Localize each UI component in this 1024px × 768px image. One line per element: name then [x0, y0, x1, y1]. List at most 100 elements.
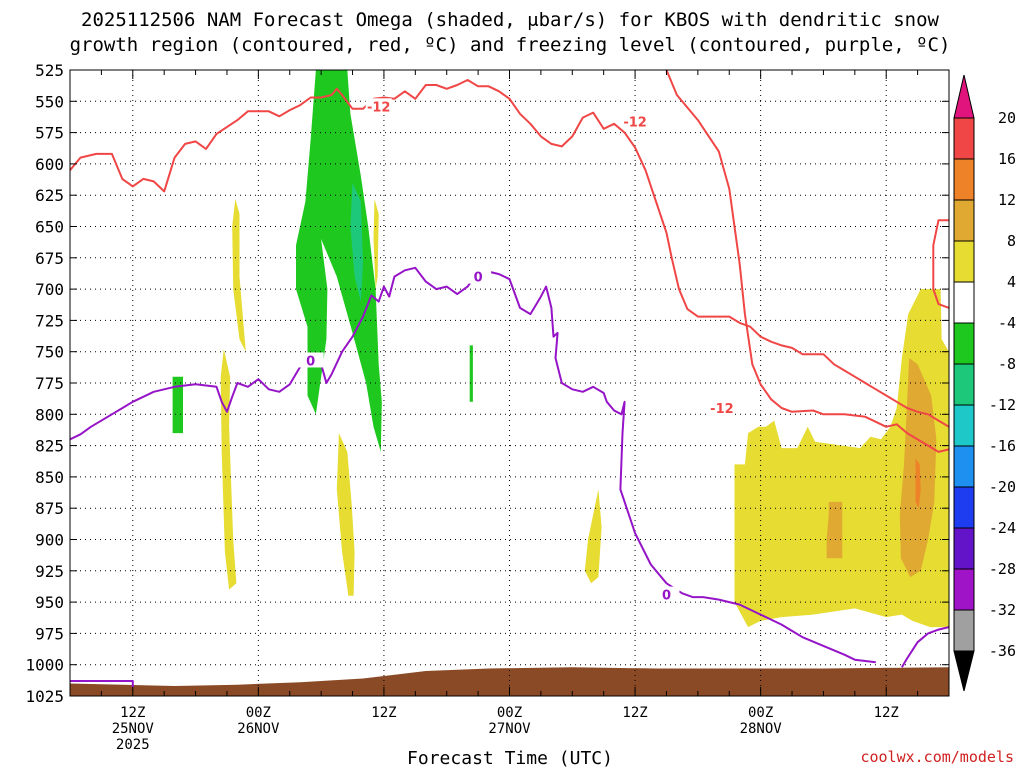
y-tick-label-725: 725 — [35, 311, 64, 330]
colorbar-bin — [953, 609, 975, 652]
y-tick-label-875: 875 — [35, 499, 64, 518]
x-tick-label-12-0: 12Z — [120, 705, 145, 721]
y-tick-label-750: 750 — [35, 343, 64, 362]
omega-shading — [70, 70, 949, 696]
colorbar-bin — [953, 117, 975, 160]
colorbar-top-arrow — [953, 74, 975, 119]
colorbar-label--4: -4 — [998, 314, 1016, 332]
contour-labels: -12 -12 -12 0 0 0 — [297, 98, 735, 604]
x-tick-label-12-1: 25NOV — [112, 721, 155, 737]
chart-subtitle: growth region (contoured, red, ºC) and f… — [70, 34, 951, 56]
x-tick-label-72-1: 28NOV — [740, 721, 783, 737]
x-tick-label-36-0: 12Z — [371, 705, 396, 721]
colorbar-label--12: -12 — [989, 396, 1016, 414]
y-tick-label-900: 900 — [35, 531, 64, 550]
contour-label-bg — [365, 98, 392, 114]
contour-dgz-upper-boundary — [70, 79, 949, 428]
y-tick-label-925: 925 — [35, 562, 64, 581]
colorbar-label--8: -8 — [998, 355, 1016, 373]
colorbar-bin — [953, 281, 975, 324]
y-tick-label-675: 675 — [35, 249, 64, 268]
y-tick-label-550: 550 — [35, 92, 64, 111]
colorbar-bin — [953, 568, 975, 611]
contour-dgz-lower-boundary — [665, 70, 949, 453]
contour-label-bg — [622, 113, 649, 129]
contour-label-bg — [297, 352, 324, 368]
x-tick-label-48-1: 27NOV — [488, 721, 531, 737]
x-tick-label-72-0: 00Z — [748, 705, 773, 721]
omega-region-yellow-center-column — [336, 433, 355, 596]
y-tick-label-600: 600 — [35, 155, 64, 174]
y-tick-label-850: 850 — [35, 468, 64, 487]
omega-region-yellow-right-small — [584, 489, 602, 584]
colorbar-label--20: -20 — [989, 478, 1016, 496]
colorbar-label-12: 12 — [998, 191, 1016, 209]
colorbar-bin — [953, 158, 975, 201]
colorbar-label-4: 4 — [1007, 273, 1016, 291]
colorbar-label--24: -24 — [989, 519, 1016, 537]
omega-region-teal-core — [350, 182, 363, 302]
colorbar-label--32: -32 — [989, 601, 1016, 619]
x-tick-label-24-0: 00Z — [246, 705, 271, 721]
contour-label-bg — [465, 268, 492, 284]
y-tick-label-575: 575 — [35, 124, 64, 143]
y-tick-label-625: 625 — [35, 186, 64, 205]
contour-label-dgz-upper-boundary-0: -12 — [367, 100, 391, 115]
x-tick-label-60-0: 12Z — [622, 705, 647, 721]
contour-label-freezing-level-1: 0 — [474, 271, 483, 286]
colorbar-label-8: 8 — [1007, 232, 1016, 250]
y-tick-label-1025: 1025 — [25, 687, 64, 706]
contour-label-bg — [708, 400, 735, 416]
colorbar-bin — [953, 445, 975, 488]
contour-dgz-top-right-fragment — [932, 219, 949, 309]
colorbar-label-16: 16 — [998, 150, 1016, 168]
colorbar-label-20: 20 — [998, 109, 1016, 127]
y-tick-label-775: 775 — [35, 374, 64, 393]
contour-freezing-level-right — [901, 626, 949, 668]
y-tick-label-650: 650 — [35, 218, 64, 237]
colorbar-label--28: -28 — [989, 560, 1016, 578]
x-tick-label-24-1: 26NOV — [237, 721, 280, 737]
colorbar-bin — [953, 404, 975, 447]
colorbar-bin — [953, 240, 975, 283]
y-tick-label-800: 800 — [35, 405, 64, 424]
x-axis-title: Forecast Time (UTC) — [407, 748, 613, 768]
contour-label-freezing-level-2: 0 — [662, 589, 671, 604]
omega-region-green-left-patch — [172, 376, 183, 434]
y-tick-label-825: 825 — [35, 437, 64, 456]
contour-label-dgz-lower-boundary-0: -12 — [710, 402, 734, 417]
omega-region-yellow-right-large-mass — [734, 289, 949, 628]
x-tick-label-84-0: 12Z — [874, 705, 899, 721]
colorbar-bottom-arrow — [953, 650, 975, 692]
y-axis: 525 550 575 600 625 650 675 700 725 750 775 800 825 8… — [25, 61, 949, 706]
y-tick-label-700: 700 — [35, 280, 64, 299]
ground-terrain — [70, 667, 949, 696]
y-tick-label-975: 975 — [35, 624, 64, 643]
x-tick-label-12-2: 2025 — [116, 737, 150, 753]
contour-label-freezing-level-0: 0 — [306, 354, 315, 369]
omega-region-yellow-left-column — [232, 199, 246, 352]
colorbar-bin — [953, 322, 975, 365]
y-tick-label-1000: 1000 — [25, 656, 64, 675]
omega-region-green-small-patch — [469, 345, 473, 402]
colorbar-label--36: -36 — [989, 642, 1016, 660]
x-tick-label-48-0: 00Z — [497, 705, 522, 721]
colorbar-bin — [953, 363, 975, 406]
y-tick-label-525: 525 — [35, 61, 64, 80]
colorbar: 20 16 12 8 4 -4 -8 -12 -16 -20 -24 -28 -32 -36 — [953, 74, 1016, 692]
colorbar-bin — [953, 527, 975, 570]
y-tick-label-950: 950 — [35, 593, 64, 612]
colorbar-bin — [953, 486, 975, 529]
contour-freezing-level-surface — [70, 680, 134, 688]
omega-region-orange-lower-patch — [826, 501, 843, 559]
omega-region-orange-red-core — [915, 458, 921, 509]
colorbar-label--16: -16 — [989, 437, 1016, 455]
credit-text: coolwx.com/models — [860, 748, 1014, 766]
colorbar-bin — [953, 199, 975, 242]
chart-title: 2025112506 NAM Forecast Omega (shaded, μ… — [81, 9, 939, 31]
omega-region-yellow-upper-small — [373, 199, 379, 290]
contour-label-bg — [653, 586, 680, 602]
contour-label-dgz-upper-boundary-1: -12 — [623, 115, 647, 130]
